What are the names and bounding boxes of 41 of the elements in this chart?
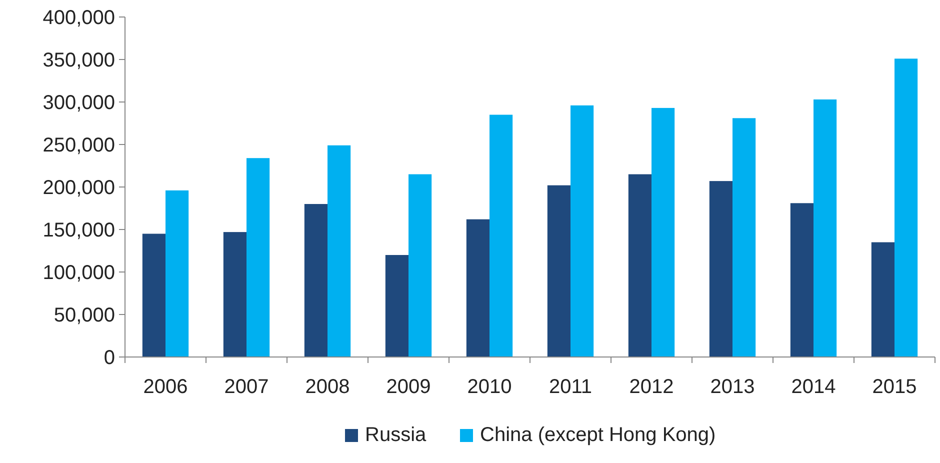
x-tick-label: 2014 — [791, 376, 836, 398]
bar — [142, 234, 166, 357]
y-tick-label: 300,000 — [42, 92, 115, 114]
x-tick-label: 2009 — [386, 376, 431, 398]
bar — [894, 58, 918, 357]
bar — [304, 204, 328, 357]
x-tick-label: 2013 — [710, 376, 755, 398]
bar — [570, 105, 594, 357]
bar — [547, 185, 570, 357]
y-tick-label: 150,000 — [42, 220, 115, 242]
x-tick-label: 2010 — [467, 376, 512, 398]
bar — [490, 114, 513, 357]
bar — [709, 181, 732, 357]
legend-label: China (except Hong Kong) — [480, 424, 716, 446]
y-tick-label: 50,000 — [54, 304, 115, 326]
bar — [223, 232, 246, 357]
x-tick-label: 2015 — [872, 376, 917, 398]
y-tick-label: 400,000 — [42, 7, 115, 29]
x-tick-label: 2007 — [224, 376, 269, 398]
bar — [166, 190, 189, 357]
bar — [408, 174, 432, 357]
y-tick-label: 350,000 — [42, 50, 115, 72]
bar — [385, 255, 408, 357]
x-tick-label: 2006 — [143, 376, 188, 398]
bar — [466, 219, 490, 357]
y-tick-label: 100,000 — [42, 262, 115, 284]
bar — [871, 242, 894, 357]
bar — [246, 158, 270, 357]
bar — [732, 118, 756, 357]
bar — [790, 203, 814, 357]
bar — [652, 108, 675, 357]
bar — [628, 174, 652, 357]
y-tick-label: 200,000 — [42, 177, 115, 199]
bar — [328, 145, 351, 357]
y-tick-label: 250,000 — [42, 134, 115, 156]
legend-label: Russia — [365, 424, 428, 446]
bar — [814, 99, 837, 357]
x-tick-label: 2008 — [305, 376, 350, 398]
x-tick-label: 2011 — [548, 376, 592, 398]
y-tick-label: 0 — [104, 347, 115, 369]
x-tick-label: 2012 — [629, 376, 674, 398]
